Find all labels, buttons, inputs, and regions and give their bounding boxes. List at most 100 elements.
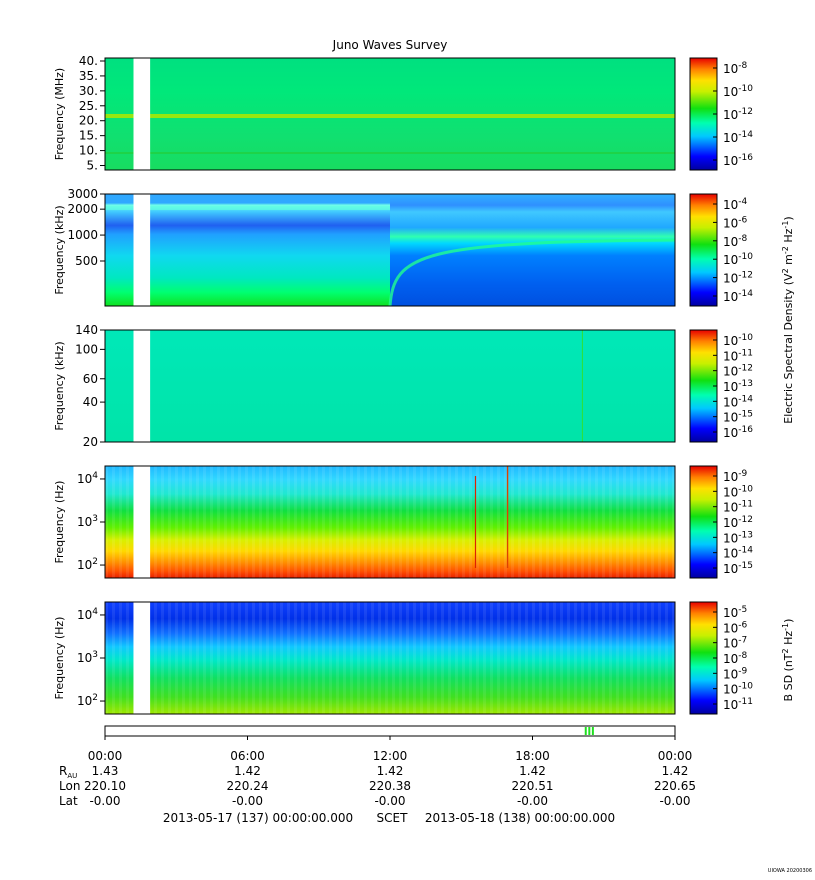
texture-overlay	[105, 602, 675, 714]
y-tick-label: 15.	[79, 129, 98, 143]
colorbar-gradient	[690, 194, 717, 306]
colorbar-tick-label: 10-14	[723, 394, 753, 409]
spectrogram-panel-3: 20 40 60 100 140 Frequency (kHz)	[53, 323, 676, 449]
ephemeris-value: 220.24	[227, 779, 269, 793]
bsd-colorbar-label: B SD (nT2 Hz-1)	[781, 619, 795, 702]
colorbar-2: 10-4 10-6 10-8 10-10 10-12 10-14	[689, 193, 753, 307]
colorbar-tick-label: 10-9	[723, 469, 748, 484]
y-tick-label: 10.	[79, 144, 98, 158]
panel-frame	[104, 57, 676, 171]
colorbar-tick-label: 10-10	[723, 252, 753, 267]
colorbar-tick-label: 10-8	[723, 651, 748, 666]
credit-label: UIOWA 20200306	[768, 868, 812, 874]
colorbar-tick-label: 10-8	[723, 61, 748, 76]
x-tick-label: 00:00	[88, 749, 123, 763]
colorbar-tick-label: 10-12	[723, 364, 753, 379]
y-tick-label: 30.	[79, 84, 98, 98]
y-tick-label: 2000	[67, 202, 98, 216]
y-tick-label: 103	[77, 650, 98, 665]
y-tick-label: 25.	[79, 99, 98, 113]
colorbar-tick-label: 10-8	[723, 234, 748, 249]
data-gap	[133, 466, 151, 578]
y-tick-label: 40.	[79, 54, 98, 68]
ephemeris-value: -0.00	[89, 794, 120, 808]
ephemeris-value: -0.00	[517, 794, 548, 808]
y-tick-label: 60	[83, 372, 98, 386]
colorbar-tick-label: 10-11	[723, 348, 753, 363]
colorbar-tick-label: 10-10	[723, 484, 753, 499]
y-tick-label: 20.	[79, 114, 98, 128]
y-tick-label: 100	[75, 342, 98, 356]
y-axis-label: Frequency (kHz)	[53, 341, 66, 430]
colorbar-tick-label: 10-6	[723, 215, 748, 230]
x-tick-label: 00:00	[658, 749, 693, 763]
y-axis-label: Frequency (Hz)	[53, 617, 66, 700]
event-mark	[588, 727, 591, 735]
colorbar-gradient	[690, 602, 717, 714]
colorbar-tick-label: 10-16	[723, 425, 753, 440]
colorbar-1: 10-8 10-10 10-12 10-14 10-16	[689, 57, 753, 171]
ephemeris-value: -0.00	[659, 794, 690, 808]
ephemeris-value: 1.42	[662, 764, 689, 778]
colorbar-frame	[689, 193, 718, 307]
spectrogram-image	[105, 330, 675, 442]
ephemeris-value: 220.38	[369, 779, 411, 793]
event-strip	[104, 725, 676, 737]
ephemeris-row-label: Lat	[59, 794, 78, 808]
ephemeris-value: 1.42	[519, 764, 546, 778]
plasma-cutoff-curve	[388, 238, 676, 307]
event-mark	[584, 727, 587, 735]
colorbar-tick-label: 10-14	[723, 289, 753, 304]
colorbar-tick-label: 10-15	[723, 410, 753, 425]
spectrogram-panels: 5.10.15.20.25.30.35.40. Frequency (MHz) 50…	[53, 54, 676, 715]
y-tick-label: 102	[77, 557, 98, 572]
colorbar-gradient	[690, 466, 717, 578]
ephemeris-row-label: RAU	[59, 764, 77, 780]
colorbar-tick-label: 10-13	[723, 379, 753, 394]
colorbar-tick-label: 10-12	[723, 515, 753, 530]
colorbar-tick-label: 10-11	[723, 697, 753, 712]
y-tick-label: 103	[77, 514, 98, 529]
y-tick-label: 104	[77, 471, 98, 486]
spectrogram-panel-4: 102 103 104 Frequency (Hz)	[53, 465, 676, 579]
colorbar-tick-label: 10-9	[723, 666, 748, 681]
colorbar-gradient	[690, 58, 717, 170]
y-axis-label: Frequency (Hz)	[53, 481, 66, 564]
footer-scet-label: SCET	[377, 811, 409, 825]
colorbar-tick-label: 10-14	[723, 130, 753, 145]
colorbar-tick-label: 10-10	[723, 333, 753, 348]
ephemeris-value: 220.51	[512, 779, 554, 793]
colorbar-tick-label: 10-5	[723, 605, 747, 620]
data-gap	[133, 194, 151, 306]
colorbar-tick-label: 10-11	[723, 500, 753, 515]
data-gap	[133, 330, 151, 442]
colorbar-tick-label: 10-15	[723, 561, 753, 576]
shared-colorbar-label: Electric Spectral Density (V2 m-2 Hz-1)	[781, 216, 795, 423]
ephemeris-value: 220.65	[654, 779, 696, 793]
ephemeris-value: 1.42	[234, 764, 261, 778]
colorbar-tick-label: 10-6	[723, 620, 748, 635]
time-axis: 00:00 06:00 12:00 18:00 00:00 RAU 1.43 1.42 1.42…	[59, 736, 696, 808]
y-tick-label: 500	[75, 254, 98, 268]
spectrogram-image	[390, 194, 675, 306]
y-tick-label: 140	[75, 323, 98, 337]
y-tick-label: 104	[77, 607, 98, 622]
data-gap	[133, 602, 151, 714]
texture-overlay	[105, 466, 675, 578]
colorbar-tick-label: 10-14	[723, 546, 753, 561]
colorbar-tick-label: 10-10	[723, 84, 753, 99]
y-tick-label: 3000	[67, 187, 98, 201]
y-tick-label: 1000	[67, 228, 98, 242]
emission-band	[105, 114, 675, 118]
colorbar-tick-label: 10-13	[723, 530, 753, 545]
footer-start-time: 2013-05-17 (137) 00:00:00.000	[163, 811, 353, 825]
spectrogram-panel-5: 102 103 104 Frequency (Hz)	[53, 601, 676, 715]
ephemeris-value: 1.43	[92, 764, 119, 778]
emission-band	[105, 152, 675, 154]
data-gap	[133, 58, 151, 170]
